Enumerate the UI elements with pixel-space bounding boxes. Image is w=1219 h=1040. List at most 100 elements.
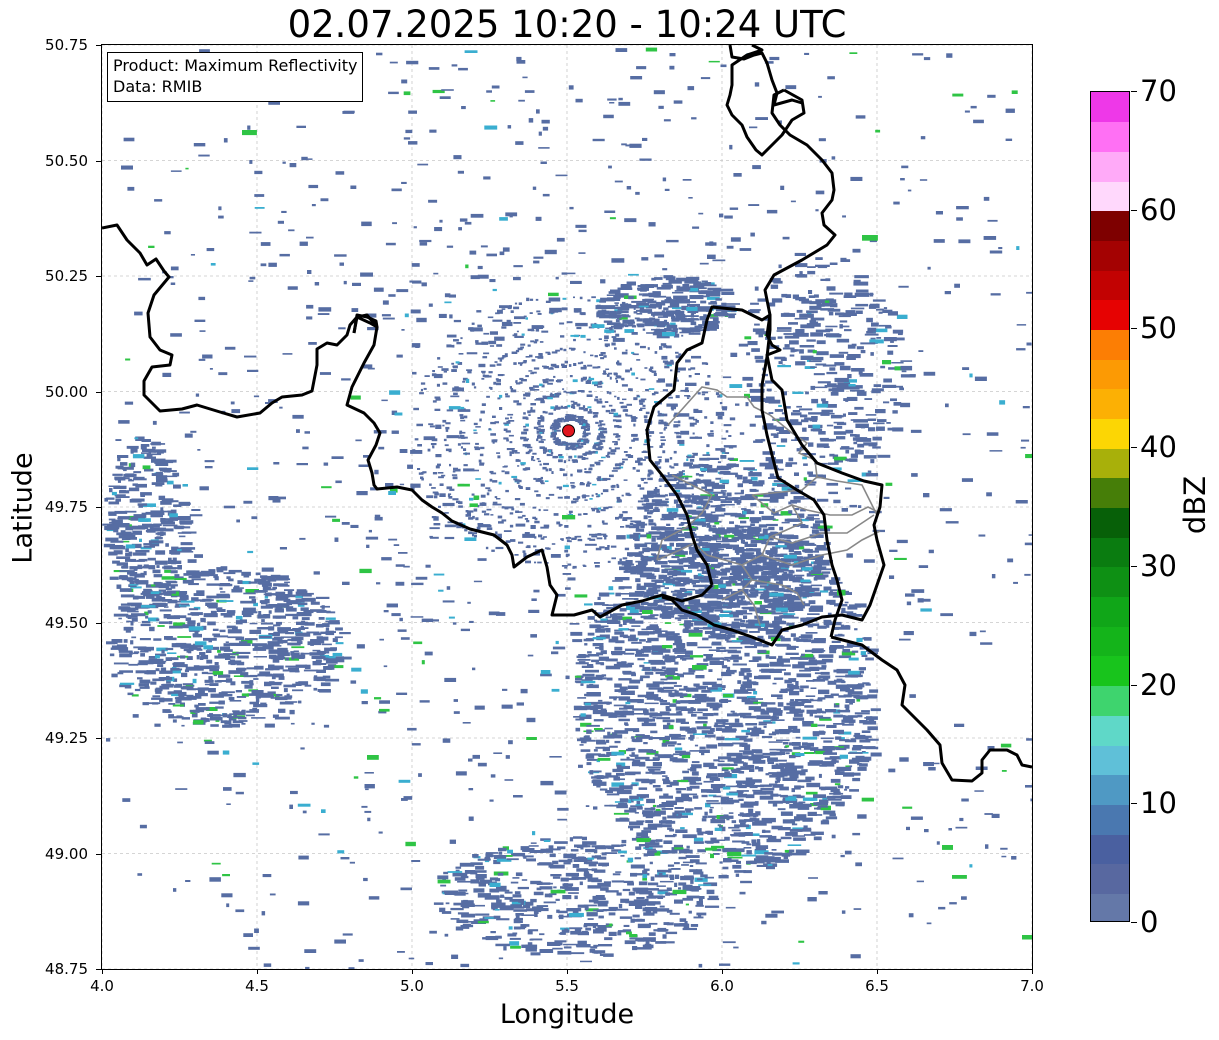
product-info-box: Product: Maximum Reflectivity Data: RMIB xyxy=(107,52,364,102)
colorbar-segment xyxy=(1091,299,1129,331)
colorbar-segment xyxy=(1091,92,1129,123)
colorbar-tick-label: 50 xyxy=(1140,311,1177,346)
colorbar-tick-mark xyxy=(1131,447,1137,449)
country-border-line xyxy=(830,635,1032,783)
grid-lines xyxy=(102,45,1032,969)
country-border-line xyxy=(728,45,803,107)
colorbar-segment xyxy=(1091,448,1129,479)
colorbar-tick-mark xyxy=(1131,91,1137,92)
data-source-label: Data: RMIB xyxy=(113,77,203,96)
radar-map-canvas xyxy=(102,45,1032,969)
country-border-line xyxy=(763,88,837,316)
colorbar-segment xyxy=(1091,774,1129,805)
district-border-line xyxy=(656,474,714,561)
x-tick-mark xyxy=(722,969,723,974)
y-tick-mark xyxy=(96,45,101,46)
x-tick-label: 7.0 xyxy=(1020,977,1044,995)
y-tick-mark xyxy=(96,160,101,162)
y-tick-label: 50.00 xyxy=(45,382,88,401)
dbz-colorbar xyxy=(1090,91,1130,922)
y-tick-label: 50.50 xyxy=(45,151,88,170)
colorbar-segment xyxy=(1091,121,1129,152)
colorbar-tick-mark xyxy=(1131,209,1137,211)
colorbar-segment xyxy=(1091,685,1129,716)
country-border-line xyxy=(645,305,886,647)
y-tick-mark xyxy=(96,391,101,393)
colorbar-segment xyxy=(1091,210,1129,241)
x-tick-label: 6.5 xyxy=(865,977,889,995)
district-border-line xyxy=(769,514,875,544)
colorbar-segment xyxy=(1091,833,1129,865)
y-axis-label: Latitude xyxy=(7,452,39,564)
y-tick-label: 50.75 xyxy=(45,36,88,54)
country-border-line xyxy=(725,45,806,157)
district-border-line xyxy=(721,564,754,601)
country-border-line xyxy=(345,313,714,619)
x-tick-mark xyxy=(412,969,413,974)
colorbar-tick-label: 40 xyxy=(1140,430,1177,465)
x-tick-mark xyxy=(567,969,568,974)
y-tick-label: 48.75 xyxy=(45,960,88,978)
x-tick-label: 4.0 xyxy=(90,977,114,995)
y-tick-label: 49.00 xyxy=(45,844,88,863)
district-border-line xyxy=(667,386,818,496)
colorbar-tick-label: 30 xyxy=(1140,548,1177,583)
y-tick-label: 49.75 xyxy=(45,498,88,516)
chart-title: 02.07.2025 10:20 - 10:24 UTC xyxy=(287,3,847,46)
product-label: Product: Maximum Reflectivity xyxy=(113,56,358,75)
colorbar-tick-mark xyxy=(1131,565,1137,567)
colorbar-segment xyxy=(1091,418,1129,449)
colorbar-tick-label: 60 xyxy=(1140,192,1177,227)
y-tick-label: 49.50 xyxy=(45,613,88,632)
x-tick-label: 5.5 xyxy=(555,977,579,995)
x-tick-mark xyxy=(877,969,878,974)
colorbar-segment xyxy=(1091,893,1129,921)
district-borders xyxy=(656,386,881,626)
district-border-line xyxy=(751,579,805,606)
colorbar-tick-label: 10 xyxy=(1140,786,1177,821)
radar-site-marker xyxy=(562,424,576,438)
colorbar-segment xyxy=(1091,655,1129,687)
colorbar-tick-label: 20 xyxy=(1140,667,1177,702)
colorbar-segment xyxy=(1091,240,1129,271)
y-tick-mark xyxy=(96,276,101,277)
x-axis-label: Longitude xyxy=(499,999,635,1030)
y-tick-mark xyxy=(96,622,101,624)
colorbar-segment xyxy=(1091,507,1129,538)
colorbar-tick-label: 0 xyxy=(1140,905,1159,939)
colorbar-tick-label: 70 xyxy=(1140,74,1177,108)
colorbar-segment xyxy=(1091,804,1129,835)
colorbar-segment xyxy=(1091,863,1129,894)
y-tick-mark xyxy=(96,853,101,855)
country-border-line xyxy=(102,223,379,419)
y-tick-label: 49.25 xyxy=(45,729,88,747)
colorbar-segment xyxy=(1091,715,1129,746)
district-border-line xyxy=(816,476,878,516)
x-tick-mark xyxy=(102,969,103,974)
district-border-line xyxy=(741,589,761,626)
colorbar-segment xyxy=(1091,626,1129,657)
x-tick-mark xyxy=(1032,969,1033,974)
y-tick-mark xyxy=(96,507,101,508)
colorbar-segment xyxy=(1091,596,1129,627)
country-borders xyxy=(102,45,1032,783)
colorbar-segment xyxy=(1091,537,1129,568)
y-tick-mark xyxy=(96,969,101,970)
colorbar-segment xyxy=(1091,477,1129,509)
colorbar-tick-mark xyxy=(1131,684,1137,686)
colorbar-segment xyxy=(1091,566,1129,598)
colorbar-segment xyxy=(1091,270,1129,301)
country-border-line xyxy=(760,315,844,638)
y-tick-mark xyxy=(96,738,101,739)
colorbar-segment xyxy=(1091,744,1129,776)
colorbar-tick-mark xyxy=(1131,803,1137,805)
x-tick-label: 5.0 xyxy=(400,977,424,995)
district-border-line xyxy=(761,530,881,566)
district-border-line xyxy=(791,504,881,516)
y-tick-label: 50.25 xyxy=(45,267,88,285)
colorbar-segment xyxy=(1091,388,1129,420)
colorbar-segment xyxy=(1091,151,1129,182)
district-border-line xyxy=(751,494,804,538)
colorbar-tick-mark xyxy=(1131,328,1137,330)
radar-map[interactable] xyxy=(102,45,1032,969)
